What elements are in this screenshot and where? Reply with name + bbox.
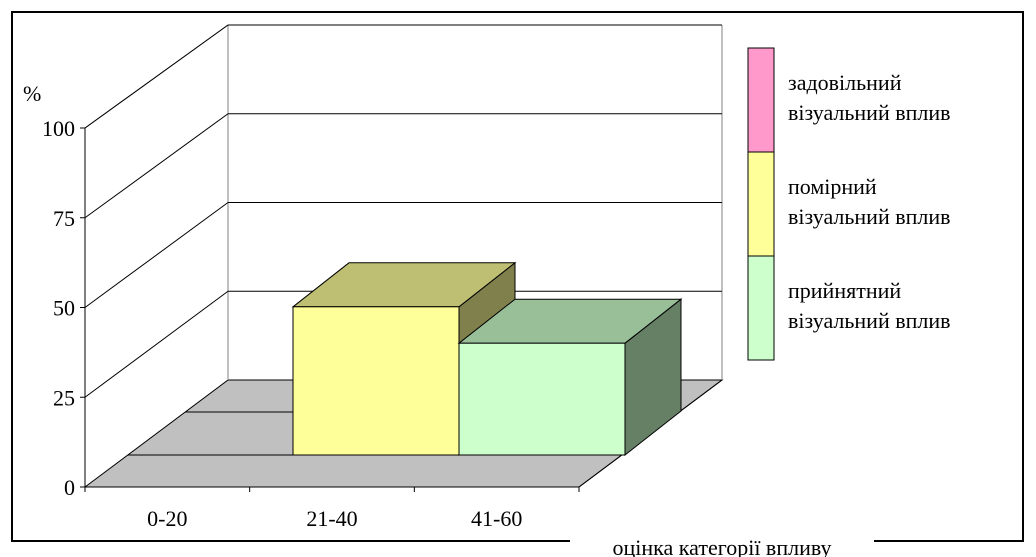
x-tick-label: 41-60 — [471, 506, 522, 531]
legend-label: прийнятний візуальний вплив — [788, 278, 951, 333]
x-axis-title: оцінка категорії впливу — [613, 535, 832, 557]
x-tick-label: 21-40 — [306, 506, 357, 531]
gridline-side — [84, 113, 229, 219]
y-axis-title: % — [23, 81, 41, 106]
y-tick-label: 75 — [53, 206, 75, 231]
chart-border — [11, 11, 1024, 542]
x-axis-label-background — [570, 532, 874, 556]
legend-label-line: візуальний вплив — [788, 308, 951, 333]
legend-label: помірний візуальний вплив — [788, 174, 951, 229]
gridline-side — [84, 290, 229, 398]
y-tick-label: 0 — [64, 475, 75, 500]
legend-label-line: візуальний вплив — [788, 204, 951, 229]
legend-swatch — [747, 255, 775, 361]
bar-front — [292, 306, 460, 456]
legend-swatch — [747, 47, 775, 153]
bar-front — [458, 342, 626, 456]
legend-label: задовільний візуальний вплив — [788, 70, 951, 125]
gridline-side — [84, 202, 229, 308]
legend-swatch — [747, 151, 775, 257]
legend-label-line: задовільний — [788, 70, 902, 95]
y-tick-label: 100 — [42, 116, 75, 141]
legend-label-line: помірний — [788, 174, 877, 199]
gridline-side — [84, 24, 229, 129]
y-tick-label: 50 — [53, 296, 75, 321]
legend-label-line: прийнятний — [788, 278, 901, 303]
x-tick-label: 0-20 — [147, 506, 187, 531]
y-tick-label: 25 — [53, 385, 75, 410]
legend-label-line: візуальний вплив — [788, 100, 951, 125]
